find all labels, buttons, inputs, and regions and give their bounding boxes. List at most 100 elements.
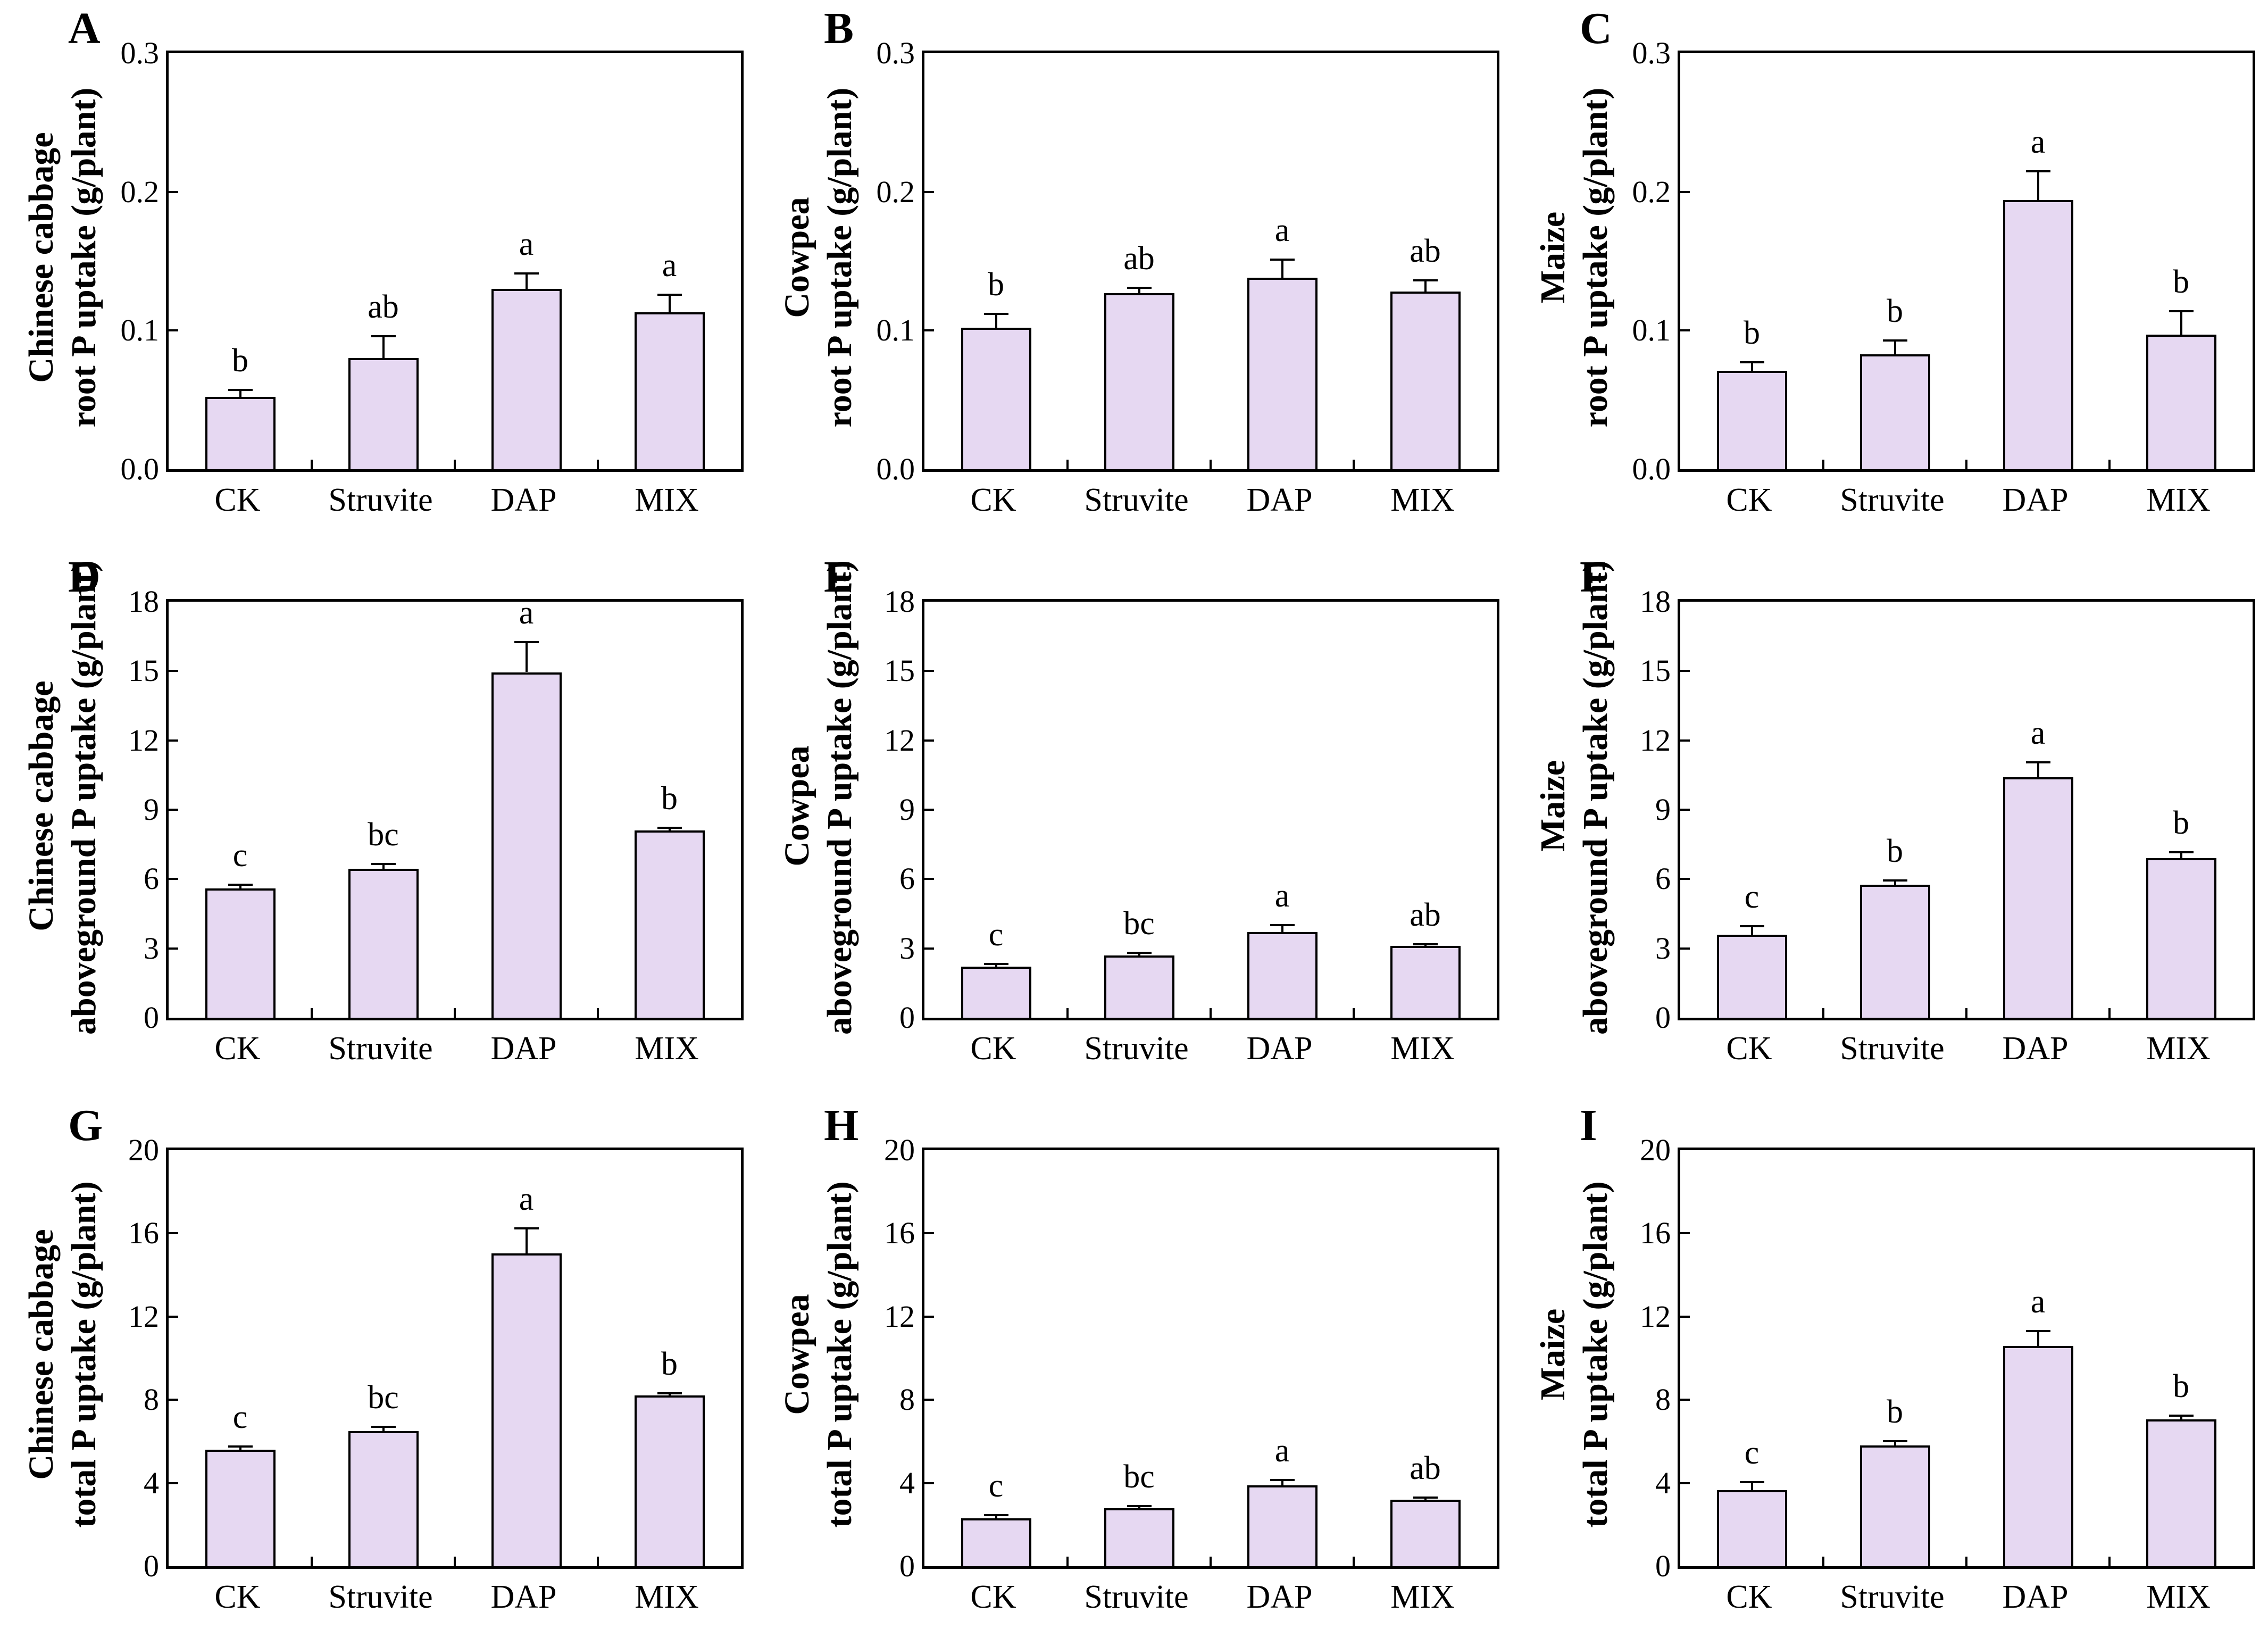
y-tick-label: 16	[1640, 1216, 1671, 1251]
error-bar-cap	[1127, 1504, 1152, 1507]
error-bar-cap	[2025, 1330, 2050, 1333]
y-axis-label-crop: Chinese cabbage	[22, 132, 61, 383]
y-tick-label: 0	[1655, 1549, 1671, 1583]
significance-letter: b	[2173, 263, 2189, 300]
x-tick-mark	[1066, 1008, 1069, 1018]
significance-letter: ab	[368, 288, 399, 325]
y-tick-label: 20	[1640, 1133, 1671, 1167]
x-tick-mark	[311, 1557, 313, 1566]
bar-Struvite	[1860, 885, 1930, 1018]
x-tick-label-Struvite: Struvite	[328, 1030, 433, 1067]
y-tick-label: 0.2	[1632, 174, 1671, 209]
y-tick-mark	[1680, 947, 1690, 950]
y-tick-label: 8	[144, 1382, 159, 1417]
error-bar-cap	[983, 313, 1008, 315]
error-bar-cap	[1270, 259, 1295, 261]
bar-MIX	[2146, 858, 2216, 1018]
error-bar	[239, 885, 241, 888]
bar-DAP	[2003, 200, 2073, 469]
panel-C: C Maize root P uptake (g/plant) 0.0 0.1 0.2 0.…	[1512, 0, 2267, 548]
x-tick-mark	[597, 1008, 599, 1018]
error-bar	[995, 314, 997, 328]
y-axis-label-measure: aboveground P uptake (g/plant)	[820, 560, 859, 1035]
x-tick-label-DAP: DAP	[2002, 1579, 2069, 1615]
significance-letter: b	[2173, 1368, 2189, 1404]
y-axis-label-measure: root P uptake (g/plant)	[1576, 87, 1615, 428]
y-axis-label: Maize aboveground P uptake (g/plant)	[1532, 560, 1617, 1035]
x-tick-mark	[1822, 1557, 1824, 1566]
y-tick-label: 3	[144, 930, 159, 966]
y-tick-label: 12	[884, 1299, 915, 1334]
bar-CK	[961, 1518, 1031, 1566]
significance-letter: b	[661, 780, 678, 817]
error-bar	[382, 336, 385, 359]
significance-letter: a	[519, 595, 534, 631]
bar-MIX	[1390, 946, 1461, 1018]
significance-letter: bc	[1123, 905, 1155, 942]
panel-letter-F: F	[1580, 552, 1607, 602]
y-tick-label: 0.0	[1632, 452, 1671, 486]
y-tick-label: 0.3	[876, 36, 915, 70]
plot-area: 0 4 8 12 16 20 c b a b	[1640, 1133, 2255, 1583]
significance-letter: c	[1744, 879, 1760, 916]
y-axis-label: Cowpea aboveground P uptake (g/plant)	[776, 560, 861, 1035]
y-tick-mark	[1680, 1315, 1690, 1318]
bar-CK	[205, 888, 276, 1018]
y-tick-mark	[924, 190, 934, 193]
error-bar	[1138, 287, 1140, 293]
x-tick-label-Struvite: Struvite	[1840, 482, 1945, 518]
error-bar-cap	[228, 884, 253, 886]
x-tick-mark	[1353, 1557, 1355, 1566]
error-bar-cap	[657, 826, 682, 829]
y-tick-mark	[1680, 878, 1690, 880]
x-tick-mark	[1965, 1008, 1967, 1018]
y-tick-label: 0.3	[1632, 36, 1671, 70]
panel-A: A Chinese cabbage root P uptake (g/plant) 0…	[0, 0, 756, 548]
y-axis-label-measure: total P uptake (g/plant)	[820, 1181, 859, 1528]
y-axis-label: Chinese cabbage root P uptake (g/plant)	[20, 29, 105, 486]
y-tick-mark	[1680, 1399, 1690, 1401]
bar-Struvite	[1860, 354, 1930, 469]
x-tick-mark	[1822, 1008, 1824, 1018]
bar-CK	[205, 1450, 276, 1566]
y-tick-label: 0.0	[120, 452, 160, 486]
bar-DAP	[1247, 932, 1318, 1018]
error-bar	[525, 642, 528, 672]
x-tick-label-DAP: DAP	[2002, 482, 2069, 518]
bar-DAP	[2003, 1345, 2073, 1566]
y-tick-label: 15	[884, 653, 915, 688]
y-tick-label: 0	[1655, 1000, 1671, 1035]
error-bar-cap	[1127, 286, 1152, 289]
error-bar	[995, 1515, 997, 1519]
y-tick-label: 3	[899, 930, 915, 966]
y-tick-label: 9	[144, 792, 159, 827]
x-tick-mark	[2108, 460, 2111, 469]
x-tick-label-DAP: DAP	[1246, 1579, 1313, 1615]
bar-DAP	[1247, 1485, 1318, 1566]
bar-CK	[1716, 370, 1787, 469]
error-bar-cap	[1739, 361, 1764, 364]
x-tick-label-MIX: MIX	[1390, 1030, 1455, 1067]
x-tick-label-MIX: MIX	[1390, 482, 1455, 518]
bar-CK	[1716, 1490, 1787, 1566]
x-tick-label-DAP: DAP	[490, 482, 557, 518]
significance-letter: ab	[1410, 1450, 1441, 1486]
x-tick-label-MIX: MIX	[635, 1030, 699, 1067]
y-axis-label-measure: total P uptake (g/plant)	[1576, 1181, 1615, 1528]
x-tick-label-Struvite: Struvite	[1084, 1579, 1189, 1615]
x-tick-label-CK: CK	[214, 482, 261, 518]
error-bar-cap	[1270, 924, 1295, 927]
bar-MIX	[634, 830, 705, 1018]
plot-area: 0 3 6 9 12 15 18 c bc a ab	[884, 584, 1499, 1035]
x-tick-label-Struvite: Struvite	[1084, 1030, 1189, 1067]
y-tick-mark	[924, 1399, 934, 1401]
x-tick-label-CK: CK	[1726, 1579, 1772, 1615]
x-tick-mark	[1066, 460, 1069, 469]
y-tick-label: 8	[1655, 1382, 1671, 1417]
y-tick-mark	[1680, 329, 1690, 332]
x-tick-mark	[1822, 460, 1824, 469]
y-tick-mark	[924, 739, 934, 742]
significance-letter: a	[2030, 1284, 2046, 1320]
significance-letter: a	[1274, 212, 1290, 249]
x-tick-mark	[1965, 1557, 1967, 1566]
